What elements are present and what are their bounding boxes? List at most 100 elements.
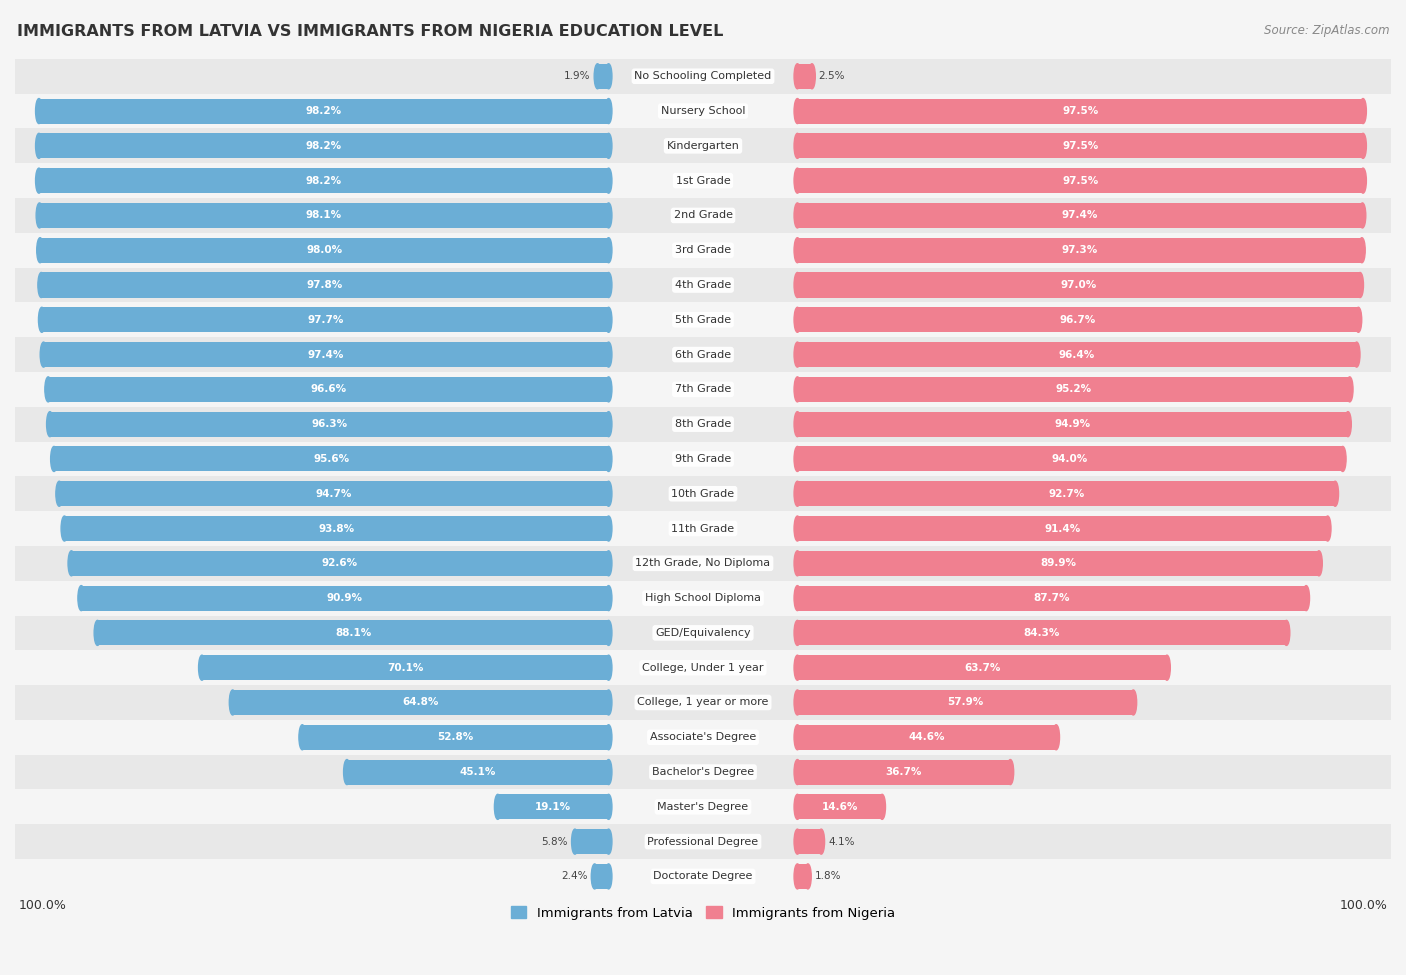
Bar — [39, 168, 609, 193]
Bar — [797, 586, 1306, 610]
Ellipse shape — [1344, 411, 1351, 437]
Bar — [41, 238, 609, 262]
Ellipse shape — [1360, 168, 1367, 193]
Text: 98.1%: 98.1% — [307, 211, 342, 220]
Ellipse shape — [37, 203, 44, 228]
Ellipse shape — [794, 377, 801, 402]
Text: Associate's Degree: Associate's Degree — [650, 732, 756, 742]
Ellipse shape — [1347, 377, 1353, 402]
Bar — [15, 720, 1391, 755]
Bar — [15, 58, 1391, 94]
Text: 2.5%: 2.5% — [818, 71, 845, 81]
Ellipse shape — [41, 342, 46, 368]
Ellipse shape — [605, 760, 612, 785]
Bar — [15, 442, 1391, 477]
Ellipse shape — [605, 620, 612, 645]
Ellipse shape — [45, 377, 52, 402]
Ellipse shape — [605, 377, 612, 402]
Bar — [575, 829, 609, 854]
Bar — [72, 551, 609, 576]
Ellipse shape — [794, 203, 801, 228]
Bar — [39, 203, 609, 228]
Bar — [797, 760, 1011, 785]
Bar — [797, 482, 1336, 506]
Bar — [15, 755, 1391, 790]
Text: 96.6%: 96.6% — [311, 384, 346, 394]
Text: Doctorate Degree: Doctorate Degree — [654, 872, 752, 881]
Ellipse shape — [794, 864, 801, 889]
Text: 9th Grade: 9th Grade — [675, 454, 731, 464]
Bar — [202, 655, 609, 681]
Ellipse shape — [38, 307, 45, 332]
Text: 1.8%: 1.8% — [814, 872, 841, 881]
Bar — [232, 690, 609, 715]
Bar — [51, 411, 609, 437]
Text: 14.6%: 14.6% — [821, 801, 858, 812]
Bar — [797, 551, 1319, 576]
Bar — [15, 790, 1391, 824]
Ellipse shape — [56, 482, 63, 506]
Text: 100.0%: 100.0% — [18, 899, 66, 912]
Ellipse shape — [595, 63, 600, 89]
Bar — [797, 620, 1286, 645]
Ellipse shape — [605, 342, 612, 368]
Ellipse shape — [605, 98, 612, 124]
Ellipse shape — [46, 411, 53, 437]
Text: College, Under 1 year: College, Under 1 year — [643, 663, 763, 673]
Ellipse shape — [605, 63, 612, 89]
Bar — [797, 98, 1362, 124]
Text: Source: ZipAtlas.com: Source: ZipAtlas.com — [1264, 24, 1389, 37]
Ellipse shape — [605, 795, 612, 819]
Ellipse shape — [495, 795, 501, 819]
Bar — [15, 546, 1391, 581]
Ellipse shape — [794, 238, 801, 262]
Text: 98.2%: 98.2% — [305, 140, 342, 151]
Ellipse shape — [1360, 203, 1365, 228]
Bar — [797, 864, 808, 889]
Ellipse shape — [605, 238, 612, 262]
Text: IMMIGRANTS FROM LATVIA VS IMMIGRANTS FROM NIGERIA EDUCATION LEVEL: IMMIGRANTS FROM LATVIA VS IMMIGRANTS FRO… — [17, 24, 723, 39]
Ellipse shape — [1007, 760, 1014, 785]
Ellipse shape — [1360, 134, 1367, 158]
Text: 98.2%: 98.2% — [305, 176, 342, 185]
Ellipse shape — [605, 272, 612, 297]
Ellipse shape — [94, 620, 101, 645]
Bar — [797, 63, 811, 89]
Ellipse shape — [605, 516, 612, 541]
Legend: Immigrants from Latvia, Immigrants from Nigeria: Immigrants from Latvia, Immigrants from … — [505, 901, 901, 925]
Bar — [797, 690, 1133, 715]
Text: 7th Grade: 7th Grade — [675, 384, 731, 394]
Text: 97.4%: 97.4% — [1062, 211, 1098, 220]
Bar — [15, 267, 1391, 302]
Bar — [15, 685, 1391, 720]
Text: 92.7%: 92.7% — [1047, 488, 1084, 499]
Bar — [15, 233, 1391, 267]
Text: 94.7%: 94.7% — [316, 488, 352, 499]
Text: 52.8%: 52.8% — [437, 732, 474, 742]
Bar — [797, 655, 1167, 681]
Ellipse shape — [794, 272, 801, 297]
Bar — [797, 516, 1327, 541]
Ellipse shape — [605, 134, 612, 158]
Text: 63.7%: 63.7% — [965, 663, 1001, 673]
Bar — [797, 307, 1358, 332]
Text: 84.3%: 84.3% — [1024, 628, 1060, 638]
Ellipse shape — [1164, 655, 1170, 681]
Ellipse shape — [794, 342, 801, 368]
Bar — [797, 134, 1362, 158]
Ellipse shape — [794, 829, 801, 854]
Bar — [797, 168, 1362, 193]
Text: 64.8%: 64.8% — [402, 697, 439, 708]
Bar — [797, 272, 1360, 297]
Ellipse shape — [605, 411, 612, 437]
Text: High School Diploma: High School Diploma — [645, 593, 761, 604]
Bar — [15, 94, 1391, 129]
Text: 100.0%: 100.0% — [1340, 899, 1388, 912]
Text: 4.1%: 4.1% — [828, 837, 855, 846]
Bar — [15, 337, 1391, 372]
Ellipse shape — [794, 516, 801, 541]
Ellipse shape — [343, 760, 350, 785]
Text: 98.2%: 98.2% — [305, 106, 342, 116]
Ellipse shape — [1360, 98, 1367, 124]
Ellipse shape — [605, 586, 612, 610]
